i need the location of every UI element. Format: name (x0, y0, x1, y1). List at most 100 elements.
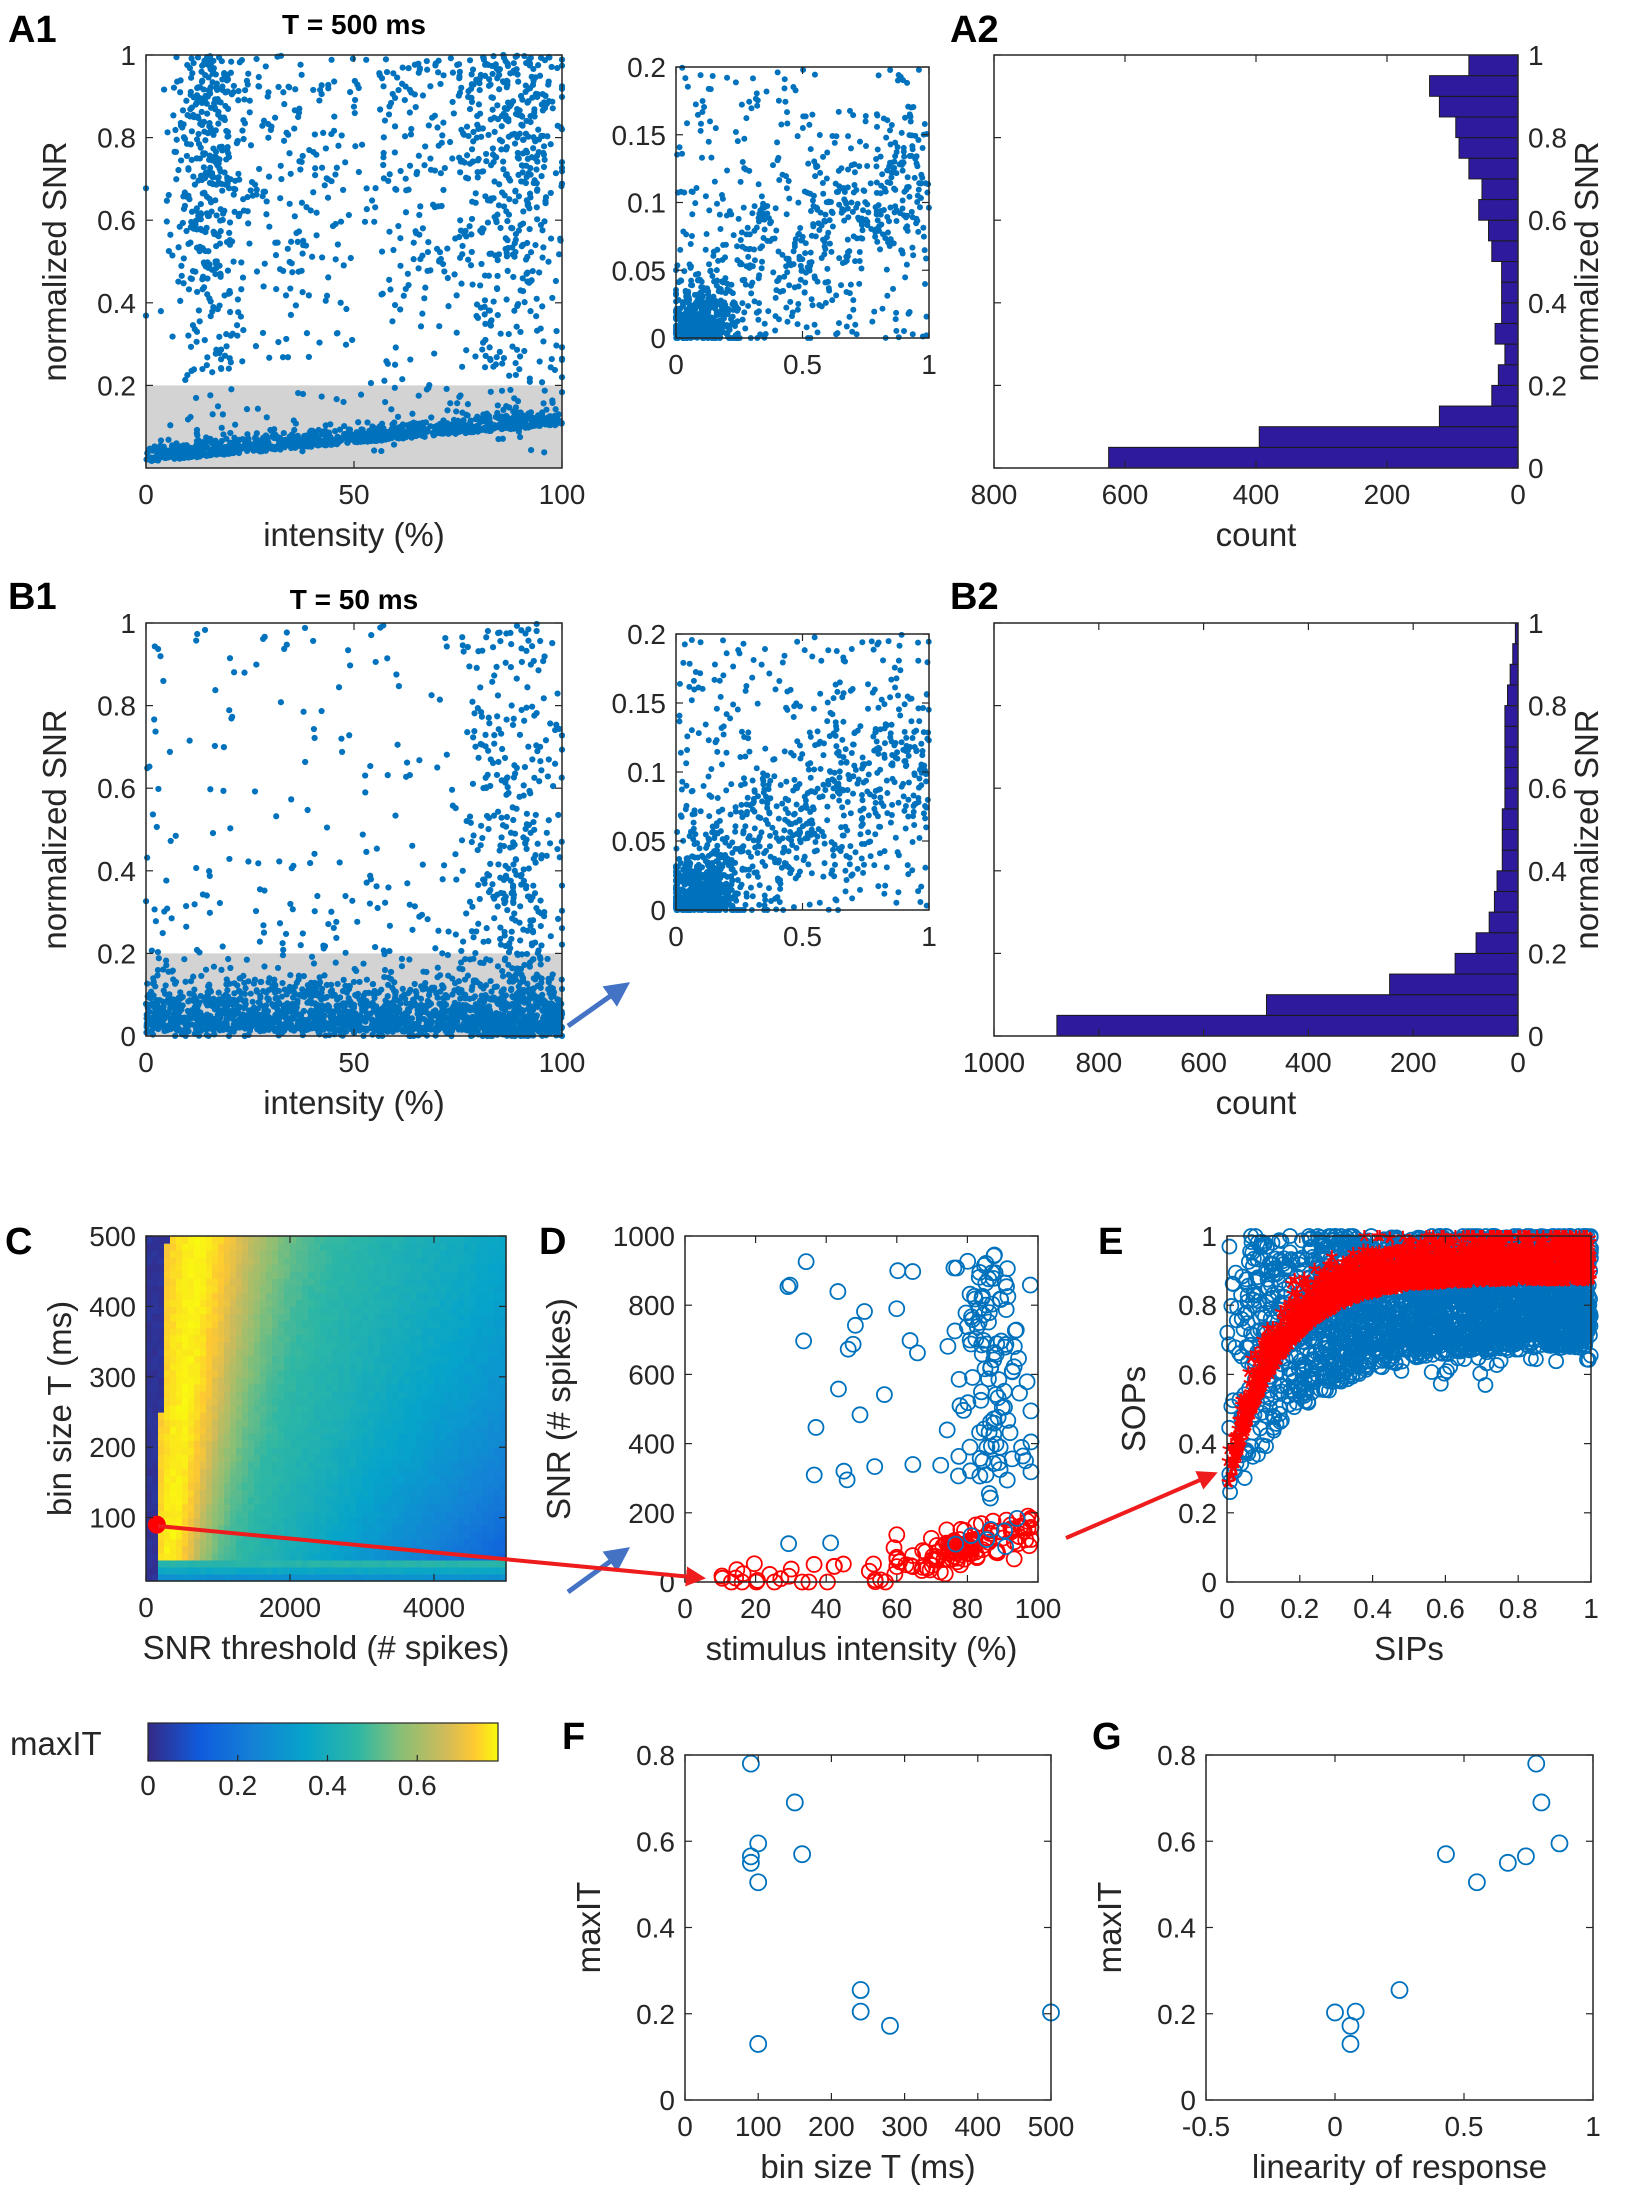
data-point (491, 128, 498, 136)
data-point (751, 227, 758, 234)
data-point (697, 72, 704, 79)
data-point (502, 112, 509, 119)
data-point (495, 202, 503, 209)
data-point (349, 55, 356, 62)
data-point (175, 244, 182, 251)
data-point (516, 433, 524, 441)
data-point (172, 832, 179, 839)
data-point (687, 241, 694, 248)
y-tick-label: 0.4 (1528, 288, 1567, 319)
data-point (741, 135, 748, 142)
data-point (419, 861, 426, 868)
data-point (529, 94, 536, 101)
data-point (844, 205, 851, 212)
data-point (444, 951, 451, 959)
data-point (534, 840, 541, 847)
data-point (494, 692, 502, 699)
data-point (187, 343, 195, 350)
data-point (207, 199, 215, 206)
data-point (423, 58, 430, 65)
data-point (545, 258, 552, 265)
data-point (323, 292, 331, 299)
data-point (901, 188, 908, 195)
data-point (267, 426, 274, 434)
data-point (862, 118, 869, 125)
data-point (540, 244, 547, 251)
data-point (781, 273, 788, 280)
data-point (724, 74, 731, 81)
data-point (838, 209, 845, 216)
data-point (195, 140, 203, 148)
data-point (179, 107, 187, 114)
data-point (888, 121, 895, 128)
x-axis-label: count (1216, 516, 1297, 553)
data-point (473, 312, 480, 320)
data-point (316, 974, 323, 981)
data-point (516, 731, 524, 738)
data-point (253, 186, 260, 193)
data-point (356, 978, 363, 986)
data-point (279, 354, 287, 361)
data-point (761, 226, 768, 233)
data-point (532, 851, 539, 859)
data-point (220, 451, 227, 458)
data-point (452, 235, 459, 242)
data-point (531, 106, 538, 113)
data-point (172, 126, 179, 134)
data-point (363, 976, 371, 983)
data-point (245, 70, 252, 77)
data-point (207, 313, 214, 320)
data-point (227, 964, 234, 972)
data-point (517, 416, 524, 423)
data-point (480, 168, 487, 175)
data-point (392, 185, 399, 193)
data-point (554, 122, 561, 129)
data-point (494, 102, 501, 109)
data-point (909, 331, 916, 338)
data-point (457, 217, 464, 224)
data-point (714, 246, 721, 253)
data-point (545, 817, 552, 824)
data-point (211, 231, 218, 238)
data-point (521, 347, 528, 355)
data-point (734, 138, 741, 145)
histogram-bar (1488, 219, 1519, 242)
data-point (274, 239, 281, 246)
data-point (508, 224, 515, 232)
data-point (697, 320, 704, 327)
data-point (151, 716, 158, 723)
data-point (888, 169, 895, 176)
data-point (515, 78, 522, 85)
data-point (318, 164, 326, 171)
data-point (330, 127, 338, 134)
data-point (883, 134, 890, 141)
data-point (180, 121, 187, 128)
data-point (774, 139, 781, 146)
data-point (224, 180, 231, 187)
data-point (521, 961, 528, 969)
data-point (527, 308, 534, 315)
data-point (233, 140, 240, 147)
data-point (168, 915, 175, 922)
data-point (494, 211, 501, 218)
data-point (382, 56, 390, 63)
data-point (749, 210, 756, 217)
data-point (207, 298, 214, 305)
data-point (538, 132, 545, 139)
data-point (724, 167, 731, 174)
histogram-bar (1491, 384, 1519, 407)
data-point (230, 82, 237, 90)
data-point (517, 903, 524, 910)
data-point (269, 445, 277, 453)
data-point (456, 75, 463, 82)
data-point (904, 223, 911, 230)
data-point (511, 130, 518, 137)
data-point (510, 60, 517, 67)
data-point (287, 311, 295, 318)
data-point (363, 848, 370, 855)
data-point (411, 91, 418, 98)
data-point (737, 178, 744, 185)
data-point (510, 715, 517, 722)
data-point (224, 267, 232, 274)
data-point (211, 104, 218, 111)
